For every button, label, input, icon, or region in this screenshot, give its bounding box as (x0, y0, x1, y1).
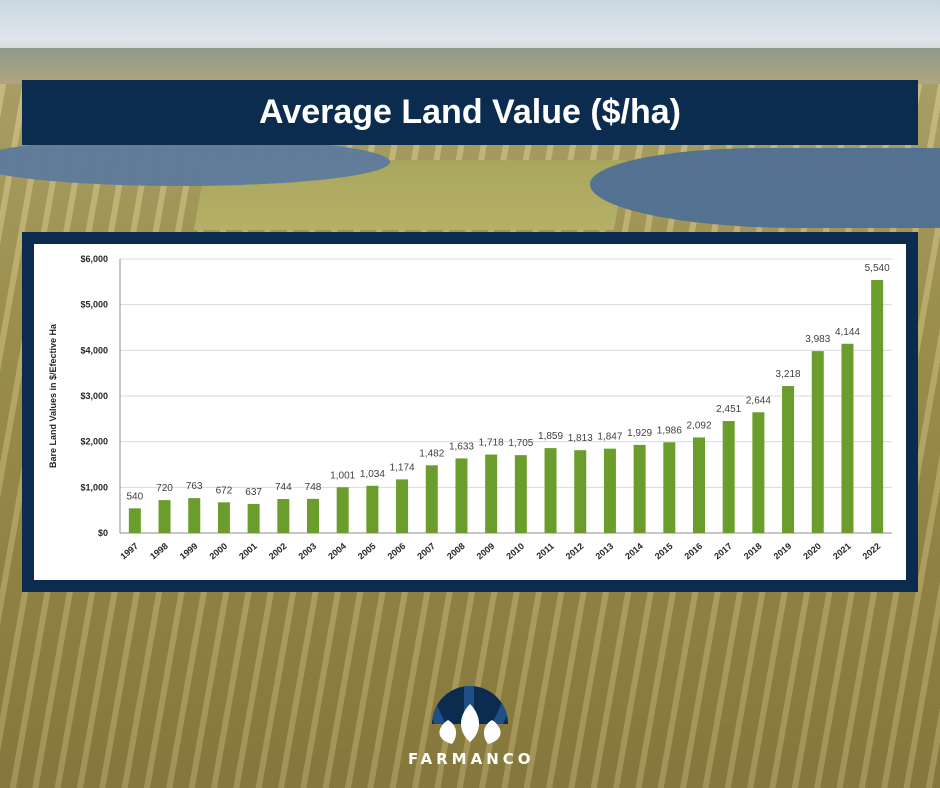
data-label-2010: 1,705 (508, 438, 533, 449)
x-tick-label: 2022 (861, 541, 883, 562)
data-label-2003: 748 (305, 482, 322, 493)
data-label-2004: 1,001 (330, 470, 355, 481)
data-label-2016: 2,092 (686, 420, 711, 431)
x-tick-label: 2015 (653, 541, 675, 562)
bar-2015 (663, 442, 676, 533)
y-tick-label: $5,000 (80, 300, 108, 310)
bar-2021 (841, 343, 854, 533)
x-tick-label: 2017 (712, 541, 734, 562)
chart-frame: $0 $1,000 $2,000 $3,000 $4,000 $5,000 $6,000 5… (22, 232, 918, 592)
data-label-2011: 1,859 (538, 431, 563, 442)
bar-2003 (307, 498, 319, 533)
bar-2006 (396, 479, 409, 533)
bar-2005 (366, 485, 379, 533)
x-tick-label: 2011 (534, 541, 555, 561)
data-label-2014: 1,929 (627, 428, 652, 439)
data-label-2005: 1,034 (360, 469, 385, 480)
y-tick-label: $2,000 (80, 437, 108, 447)
data-label-2015: 1,986 (657, 425, 682, 436)
farmanco-leaf-logo-icon (432, 686, 508, 744)
x-tick-label: 2004 (326, 541, 348, 562)
bar-2019 (782, 386, 795, 533)
bar-2010 (514, 455, 527, 533)
x-tick-label: 2007 (415, 541, 437, 562)
x-tick-label: 1997 (118, 541, 140, 562)
x-tick-label: 2002 (267, 541, 289, 562)
x-tick-label: 1999 (178, 541, 200, 562)
data-label-1997: 540 (127, 491, 144, 502)
data-label-2001: 637 (245, 487, 262, 498)
data-label-1998: 720 (156, 483, 173, 494)
x-tick-label: 2013 (593, 541, 615, 562)
y-tick-label: $3,000 (80, 391, 108, 401)
lake-left (0, 138, 390, 186)
y-axis-label: Bare Land Values in $/Efective Ha (48, 323, 58, 468)
data-label-2019: 3,218 (776, 369, 801, 380)
x-tick-label: 2020 (801, 541, 823, 562)
x-tick-label: 2008 (445, 541, 467, 562)
bar-2007 (425, 465, 438, 533)
y-tick-label: $6,000 (80, 254, 108, 264)
x-tick-label: 2010 (504, 541, 526, 562)
x-tick-label: 2014 (623, 541, 645, 562)
data-label-2021: 4,144 (835, 327, 860, 338)
y-tick-label: $4,000 (80, 345, 108, 355)
x-tick-label: 2000 (207, 541, 229, 562)
bar-2018 (752, 412, 765, 533)
bar-1998 (158, 500, 171, 533)
x-tick-label: 2001 (237, 541, 259, 562)
data-label-2012: 1,813 (568, 433, 593, 444)
data-label-2000: 672 (216, 485, 233, 496)
bar-1997 (128, 508, 141, 533)
x-tick-label: 2005 (356, 541, 378, 562)
data-label-2020: 3,983 (805, 334, 830, 345)
brand-name: FARMANCO (408, 750, 535, 768)
bar-2022 (871, 280, 884, 533)
data-label-2017: 2,451 (716, 404, 741, 415)
data-label-2007: 1,482 (419, 448, 444, 459)
x-tick-label: 2006 (386, 541, 408, 562)
page-title: Average Land Value ($/ha) (259, 93, 681, 131)
bar-2002 (277, 499, 290, 533)
bar-2001 (247, 503, 260, 533)
data-label-2009: 1,718 (479, 438, 504, 449)
bar-2017 (722, 421, 735, 533)
bar-2004 (336, 487, 349, 533)
y-tick-label: $0 (98, 528, 108, 538)
x-tick-label: 2019 (772, 541, 794, 562)
lake-right (590, 148, 940, 228)
bar-2013 (603, 448, 616, 533)
land-value-bar-chart: $0 $1,000 $2,000 $3,000 $4,000 $5,000 $6,000 5… (48, 254, 892, 562)
x-tick-label: 2016 (683, 541, 705, 562)
bar-2012 (574, 450, 587, 533)
bar-1999 (188, 498, 201, 533)
bar-2008 (455, 458, 468, 533)
bar-2011 (544, 448, 557, 533)
x-tick-label: 2018 (742, 541, 764, 562)
bar-2000 (217, 502, 230, 533)
title-banner: Average Land Value ($/ha) (22, 80, 918, 145)
x-tick-label: 2003 (297, 541, 319, 562)
data-label-2018: 2,644 (746, 395, 771, 406)
farmanco-logo: FARMANCO (408, 680, 532, 775)
data-label-2008: 1,633 (449, 441, 474, 452)
bar-2014 (633, 444, 646, 533)
x-tick-label: 2021 (831, 541, 853, 562)
bar-2009 (485, 454, 498, 533)
x-tick-label: 2009 (475, 541, 497, 562)
bar-2016 (693, 437, 705, 533)
data-label-1999: 763 (186, 481, 203, 492)
data-label-2022: 5,540 (865, 263, 890, 274)
chart-panel: $0 $1,000 $2,000 $3,000 $4,000 $5,000 $6,000 5… (34, 244, 906, 580)
bar-2020 (811, 351, 824, 533)
x-tick-label: 2012 (564, 541, 586, 562)
data-label-2013: 1,847 (597, 432, 622, 443)
y-tick-label: $1,000 (80, 482, 108, 492)
x-tick-label: 1998 (148, 541, 170, 562)
data-label-2002: 744 (275, 482, 292, 493)
data-label-2006: 1,174 (390, 462, 415, 473)
